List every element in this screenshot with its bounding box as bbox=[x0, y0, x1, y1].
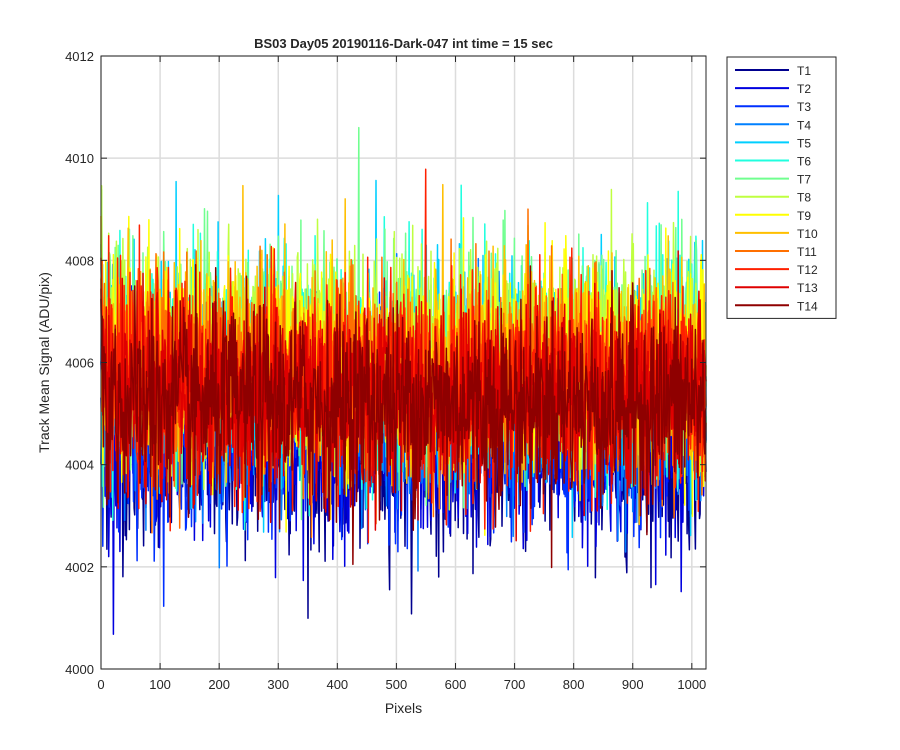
legend-label-t7: T7 bbox=[797, 173, 811, 187]
legend-label-t10: T10 bbox=[797, 227, 818, 241]
series-line-t14 bbox=[100, 263, 707, 569]
y-tick-label: 4010 bbox=[65, 151, 94, 166]
legend-label-t11: T11 bbox=[797, 245, 817, 259]
y-tick-label: 4000 bbox=[65, 662, 94, 677]
legend-label-t13: T13 bbox=[797, 281, 818, 295]
legend-label-t12: T12 bbox=[797, 263, 818, 277]
x-tick-label: 400 bbox=[326, 677, 348, 692]
legend-label-t8: T8 bbox=[797, 191, 811, 205]
legend[interactable]: T1 T2 T3 T4 T5 T6 T7 T8 T9 T10 T11 T12 T13 T14 bbox=[726, 56, 837, 319]
y-tick-label: 4012 bbox=[65, 49, 94, 64]
x-tick-label: 900 bbox=[622, 677, 644, 692]
legend-label-t14: T14 bbox=[797, 299, 818, 313]
legend-label-t2: T2 bbox=[797, 82, 811, 96]
x-tick-label: 200 bbox=[208, 677, 230, 692]
x-tick-label: 100 bbox=[149, 677, 171, 692]
x-tick-label: 500 bbox=[386, 677, 408, 692]
chart-title: BS03 Day05 20190116-Dark-047 int time = … bbox=[254, 36, 553, 51]
legend-label-t6: T6 bbox=[797, 155, 811, 169]
legend-box bbox=[726, 56, 837, 319]
y-tick-label: 4004 bbox=[65, 458, 94, 473]
legend-label-t9: T9 bbox=[797, 209, 811, 223]
legend-label-t1: T1 bbox=[797, 64, 811, 78]
series-layer bbox=[100, 126, 707, 636]
x-tick-label: 600 bbox=[445, 677, 467, 692]
y-tick-label: 4002 bbox=[65, 560, 94, 575]
axis-ticks: 0 100 200 300 400 500 600 700 800 900 1000 4000 4002… bbox=[65, 49, 706, 692]
y-tick-label: 4006 bbox=[65, 356, 94, 371]
legend-label-t5: T5 bbox=[797, 136, 811, 150]
y-tick-label: 4008 bbox=[65, 253, 94, 268]
x-tick-label: 800 bbox=[563, 677, 585, 692]
x-tick-label: 1000 bbox=[677, 677, 706, 692]
x-tick-label: 0 bbox=[97, 677, 104, 692]
y-axis-label: Track Mean Signal (ADU/pix) bbox=[36, 272, 52, 453]
x-tick-label: 700 bbox=[504, 677, 526, 692]
x-tick-label: 300 bbox=[267, 677, 289, 692]
legend-label-t3: T3 bbox=[797, 100, 811, 114]
legend-label-t4: T4 bbox=[797, 118, 811, 132]
x-axis-label: Pixels bbox=[385, 700, 422, 716]
